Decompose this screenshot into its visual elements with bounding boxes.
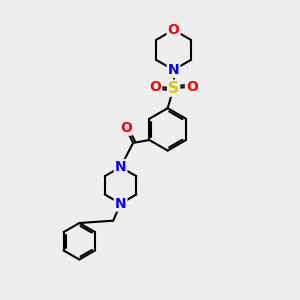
Text: O: O [120, 121, 132, 135]
Text: N: N [168, 63, 179, 77]
Text: O: O [186, 80, 198, 94]
Text: O: O [168, 23, 179, 37]
Text: N: N [115, 160, 126, 174]
Text: O: O [149, 80, 161, 94]
Text: S: S [168, 81, 179, 96]
Text: N: N [115, 196, 126, 211]
